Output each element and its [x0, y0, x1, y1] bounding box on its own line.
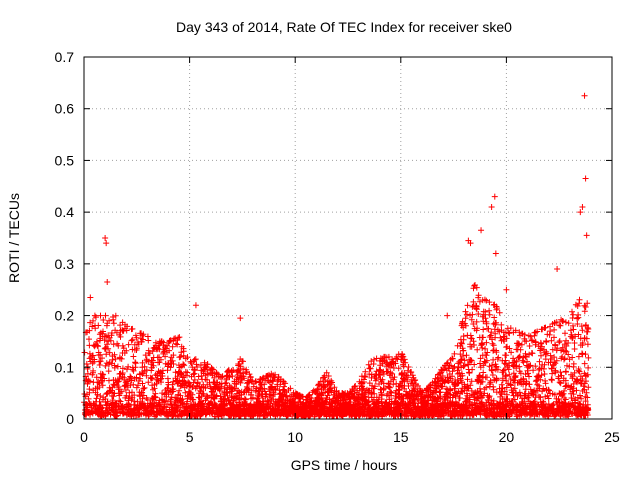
y-axis-label: ROTI / TECUs: [6, 193, 22, 283]
scatter-point: [102, 235, 109, 241]
scatter-point: [581, 92, 588, 99]
scatter-point: [467, 240, 474, 247]
scatter-point: [583, 232, 590, 239]
y-tick-label: 0: [66, 411, 74, 427]
y-tick-label: 0.1: [55, 359, 75, 375]
scatter-points: [81, 92, 592, 420]
axis-ticks: 0 5 10 15 20 25 0 0.1 0.2 0.3 0.4 0.5 0.6 0.7: [55, 49, 620, 445]
scatter-point: [579, 203, 586, 210]
plot-frame: [83, 56, 613, 420]
grid-lines: [84, 57, 612, 419]
scatter-point: [444, 312, 451, 319]
y-tick-label: 0.7: [55, 49, 75, 65]
scatter-point: [103, 240, 110, 247]
scatter-point: [237, 315, 244, 322]
y-tick-label: 0.5: [55, 152, 75, 168]
chart-title: Day 343 of 2014, Rate Of TEC Index for r…: [176, 19, 512, 35]
y-tick-label: 0.4: [55, 204, 75, 220]
scatter-point: [104, 278, 111, 285]
scatter-point: [554, 266, 561, 273]
x-tick-label: 25: [604, 429, 620, 445]
scatter-cloud: [81, 282, 592, 420]
scatter-point: [577, 209, 584, 216]
y-tick-label: 0.2: [55, 308, 75, 324]
x-axis-label: GPS time / hours: [291, 457, 398, 473]
x-tick-label: 20: [499, 429, 515, 445]
scatter-point: [503, 286, 510, 293]
scatter-point: [491, 193, 498, 200]
y-tick-label: 0.3: [55, 256, 75, 272]
x-tick-label: 5: [186, 429, 194, 445]
x-tick-label: 10: [287, 429, 303, 445]
scatter-point: [582, 175, 589, 182]
scatter-point: [488, 203, 495, 210]
scatter-point: [478, 227, 485, 234]
scatter-point: [87, 294, 94, 301]
x-tick-label: 15: [393, 429, 409, 445]
scatter-point: [492, 250, 499, 257]
y-tick-label: 0.6: [55, 101, 75, 117]
scatter-point: [192, 302, 199, 309]
x-tick-label: 0: [80, 429, 88, 445]
